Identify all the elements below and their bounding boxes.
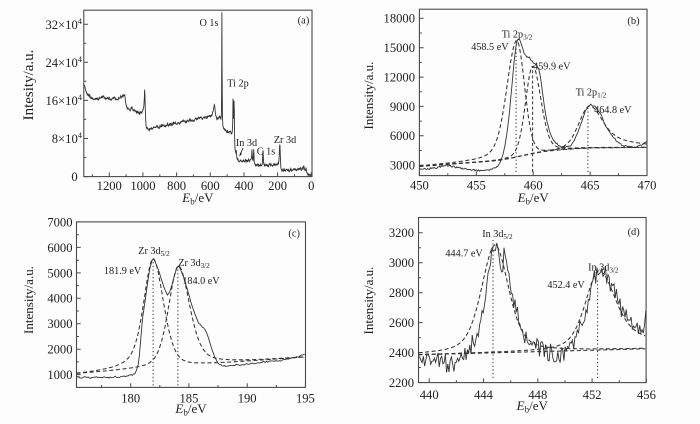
svg-text:2600: 2600 — [389, 316, 414, 330]
svg-text:(a): (a) — [298, 15, 310, 26]
svg-text:440: 440 — [420, 388, 439, 402]
svg-text:448: 448 — [528, 388, 547, 402]
svg-text:3000: 3000 — [47, 317, 72, 331]
svg-text:Eb/eV: Eb/eV — [174, 401, 207, 418]
svg-text:O 1s: O 1s — [200, 18, 219, 29]
svg-text:1000: 1000 — [130, 179, 155, 193]
svg-text:455: 455 — [467, 178, 486, 192]
svg-text:Ti 2p: Ti 2p — [227, 79, 248, 90]
svg-text:400: 400 — [235, 179, 254, 193]
svg-text:184.0 eV: 184.0 eV — [182, 276, 220, 287]
svg-text:Intensity/a.u.: Intensity/a.u. — [361, 267, 376, 335]
svg-text:32×104: 32×104 — [45, 16, 82, 32]
svg-text:452: 452 — [583, 388, 602, 402]
svg-text:6000: 6000 — [47, 241, 72, 255]
svg-text:5000: 5000 — [47, 266, 72, 280]
svg-text:12000: 12000 — [384, 70, 415, 84]
svg-text:16×104: 16×104 — [45, 92, 82, 108]
svg-text:190: 190 — [238, 391, 257, 405]
svg-text:180: 180 — [121, 391, 140, 405]
svg-text:Intensity/a.u.: Intensity/a.u. — [21, 266, 36, 334]
svg-text:24×104: 24×104 — [45, 54, 82, 70]
svg-text:458.5 eV: 458.5 eV — [471, 42, 509, 53]
svg-text:Intensity/a.u.: Intensity/a.u. — [361, 62, 376, 130]
svg-text:452.4 eV: 452.4 eV — [547, 280, 585, 291]
svg-text:0: 0 — [71, 170, 77, 184]
svg-text:6000: 6000 — [390, 129, 415, 143]
svg-text:Zr 3d: Zr 3d — [274, 135, 296, 146]
svg-text:4000: 4000 — [47, 292, 72, 306]
svg-text:800: 800 — [167, 179, 186, 193]
svg-text:460: 460 — [524, 178, 543, 192]
svg-text:1000: 1000 — [47, 368, 72, 382]
svg-text:Eb/eV: Eb/eV — [517, 190, 550, 207]
svg-text:2200: 2200 — [389, 376, 414, 390]
svg-text:465: 465 — [581, 178, 600, 192]
svg-text:Intesity/a.u.: Intesity/a.u. — [21, 50, 37, 121]
svg-text:195: 195 — [296, 391, 315, 405]
svg-text:Eb/eV: Eb/eV — [516, 398, 549, 415]
svg-text:2000: 2000 — [47, 343, 72, 357]
svg-text:444.7 eV: 444.7 eV — [445, 249, 483, 260]
svg-text:In 3d: In 3d — [236, 138, 257, 149]
svg-text:18000: 18000 — [384, 12, 415, 26]
svg-text:7000: 7000 — [47, 215, 72, 229]
svg-text:(b): (b) — [627, 16, 640, 27]
svg-text:(c): (c) — [288, 228, 300, 239]
svg-text:181.9 eV: 181.9 eV — [104, 266, 142, 277]
svg-text:3000: 3000 — [389, 256, 414, 270]
svg-text:8×104: 8×104 — [52, 130, 83, 146]
svg-text:459.9 eV: 459.9 eV — [533, 61, 571, 72]
svg-text:600: 600 — [201, 179, 220, 193]
svg-text:2800: 2800 — [389, 286, 414, 300]
svg-text:0: 0 — [308, 179, 314, 193]
svg-text:2400: 2400 — [389, 346, 414, 360]
svg-text:9000: 9000 — [390, 100, 415, 114]
svg-text:C 1s: C 1s — [257, 146, 275, 157]
svg-text:450: 450 — [410, 178, 429, 192]
svg-text:1200: 1200 — [97, 179, 122, 193]
svg-text:444: 444 — [474, 388, 494, 402]
svg-text:185: 185 — [179, 391, 198, 405]
svg-text:456: 456 — [637, 388, 656, 402]
svg-text:Eb/eV: Eb/eV — [181, 190, 214, 207]
svg-text:(d): (d) — [628, 227, 641, 238]
svg-text:200: 200 — [268, 179, 287, 193]
svg-text:15000: 15000 — [384, 41, 415, 55]
svg-text:470: 470 — [638, 178, 657, 192]
svg-text:3000: 3000 — [390, 159, 415, 173]
svg-text:464.8 eV: 464.8 eV — [594, 105, 632, 116]
svg-text:3200: 3200 — [389, 226, 414, 240]
